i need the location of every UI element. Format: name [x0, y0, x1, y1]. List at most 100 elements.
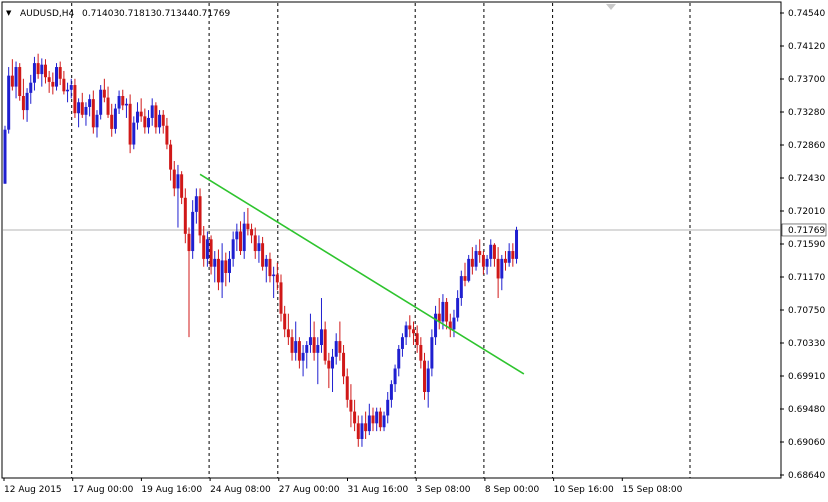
candle-body: [264, 258, 268, 267]
candle-body: [69, 85, 73, 90]
price-tick-label: 0.73700: [788, 75, 825, 85]
candle-body: [77, 102, 81, 114]
candle-body: [511, 251, 515, 259]
candle-body: [51, 81, 55, 87]
candle-body: [227, 258, 231, 273]
candle-body: [40, 64, 44, 75]
price-tick-label: 0.72430: [788, 174, 825, 184]
candle-body: [419, 345, 423, 361]
candle-body: [128, 103, 132, 145]
candle-body: [191, 211, 195, 252]
candle-body: [397, 348, 401, 369]
candle-body: [470, 258, 474, 267]
price-axis: 0.74540 0.74120 0.73700 0.73280 0.72860 0.724…: [780, 9, 827, 481]
symbol-timeframe: AUDUSD,H4: [20, 9, 75, 19]
collapse-arrow-icon[interactable]: ▼: [6, 9, 12, 17]
candle-body: [430, 337, 434, 369]
candle-body: [316, 345, 320, 353]
ohlc-high: 0.71813: [119, 9, 156, 19]
candle-body: [283, 313, 287, 330]
price-tick-label: 0.69910: [788, 372, 825, 382]
candle-body: [327, 360, 331, 369]
candle-body: [371, 415, 375, 424]
candle-body: [47, 77, 51, 82]
candle-body: [411, 329, 415, 334]
trendline[interactable]: [199, 173, 525, 375]
price-tick-label: 0.72860: [788, 141, 825, 151]
candle-body: [331, 356, 335, 369]
time-tick-label: 19 Aug 16:00: [141, 485, 202, 495]
candle-body: [235, 231, 239, 240]
candle-body: [496, 258, 500, 279]
candle-body: [139, 111, 143, 117]
candle-body: [386, 399, 390, 416]
candle-body: [334, 341, 338, 357]
candle-body: [224, 260, 228, 273]
candle-body: [99, 89, 103, 115]
candle-body: [481, 254, 485, 267]
candle-body: [132, 122, 136, 145]
chart-shift-marker-icon[interactable]: [606, 4, 616, 10]
candle-body: [62, 78, 66, 92]
candle-body: [43, 64, 47, 78]
candle-body: [172, 169, 176, 189]
candle-body: [459, 276, 463, 299]
price-tick-label: 0.70330: [788, 339, 825, 349]
candle-body: [275, 274, 279, 283]
price-tick-label: 0.70750: [788, 306, 825, 316]
current-price-box: [781, 223, 827, 237]
current-price-label: 0.71769: [788, 226, 825, 236]
time-tick-label: 17 Aug 00:00: [73, 485, 134, 495]
time-tick-label: 10 Sep 16:00: [554, 485, 614, 495]
candle-body: [356, 423, 360, 439]
candle-body: [110, 114, 114, 129]
candle-body: [500, 258, 504, 279]
candle-body: [169, 144, 173, 170]
candle-body: [250, 229, 254, 236]
candle-body: [106, 97, 110, 115]
time-tick-label: 15 Sep 08:00: [622, 485, 682, 495]
candle-body: [213, 258, 217, 267]
candle-body: [353, 411, 357, 424]
candle-body: [426, 368, 430, 392]
time-tick-label: 27 Aug 00:00: [279, 485, 340, 495]
candle-body: [25, 92, 29, 111]
candle-body: [154, 105, 158, 128]
candle-body: [147, 117, 151, 128]
candle-body: [297, 341, 301, 361]
candle-body: [216, 258, 220, 283]
candle-body: [308, 337, 312, 346]
candle-body: [242, 223, 246, 252]
price-tick-label: 0.69060: [788, 438, 825, 448]
candle-body: [268, 258, 272, 277]
price-tick-label: 0.73280: [788, 108, 825, 118]
candle-body: [319, 329, 323, 346]
candle-body: [253, 235, 257, 252]
candle-body: [507, 251, 511, 263]
candlesticks: [3, 53, 519, 447]
candle-body: [448, 321, 452, 330]
price-tick-label: 0.69480: [788, 405, 825, 415]
candle-body: [452, 317, 456, 330]
candle-body: [202, 235, 206, 259]
candle-body: [183, 197, 187, 234]
candle-body: [180, 174, 184, 198]
candle-body: [393, 368, 397, 385]
candle-body: [246, 223, 250, 230]
candle-body: [7, 75, 11, 130]
candle-body: [14, 67, 18, 87]
candle-body: [408, 325, 412, 330]
candle-body: [55, 67, 59, 87]
candle-body: [456, 298, 460, 318]
ohlc-low: 0.71344: [156, 9, 193, 19]
candle-body: [58, 67, 62, 79]
candle-body: [404, 325, 408, 338]
candle-body: [231, 239, 235, 259]
chart-info-header: ▼ AUDUSD,H4 0.71403 0.71813 0.71344 0.71…: [6, 9, 230, 19]
candle-body: [121, 96, 125, 106]
price-tick-label: 0.68640: [788, 471, 825, 481]
candle-body: [21, 96, 25, 111]
candle-body: [400, 337, 404, 349]
